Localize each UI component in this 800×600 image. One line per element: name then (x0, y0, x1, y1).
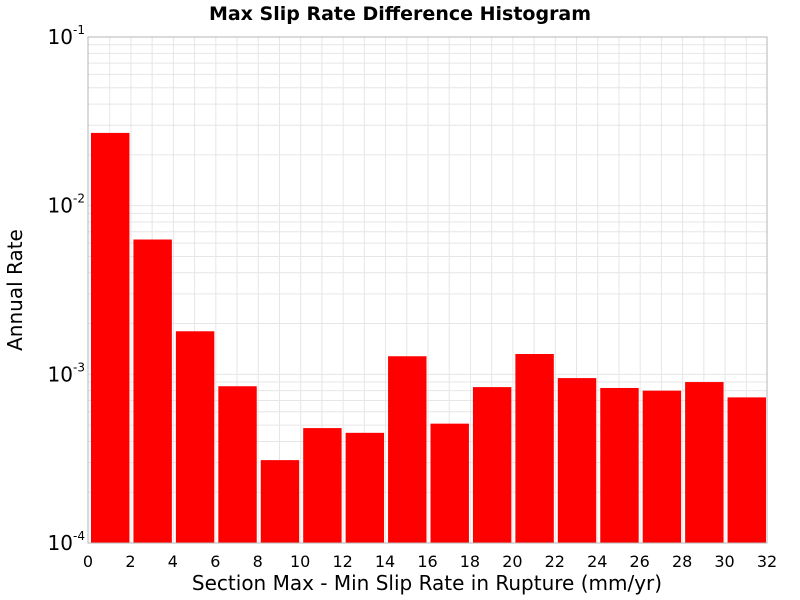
x-tick-label: 4 (168, 552, 178, 571)
histogram-bar (642, 390, 682, 543)
histogram-bar (260, 460, 300, 543)
histogram-bar (303, 428, 342, 543)
histogram-bar (600, 387, 639, 543)
histogram-bar (515, 353, 554, 543)
x-tick-label: 6 (210, 552, 220, 571)
y-axis-ticks: 10-110-210-310-4 (48, 23, 85, 555)
x-tick-label: 32 (757, 552, 777, 571)
x-tick-label: 20 (502, 552, 522, 571)
x-tick-label: 0 (83, 552, 93, 571)
x-tick-label: 22 (545, 552, 565, 571)
chart-title: Max Slip Rate Difference Histogram (209, 3, 591, 25)
histogram-bar (430, 423, 469, 543)
plot-frame (87, 36, 768, 544)
x-tick-label: 12 (332, 552, 352, 571)
x-axis-label: Section Max - Min Slip Rate in Rupture (… (192, 571, 662, 595)
x-tick-label: 18 (460, 552, 480, 571)
y-tick-exponent: -2 (73, 192, 85, 206)
y-axis-label: Annual Rate (3, 229, 27, 351)
x-tick-label: 24 (587, 552, 607, 571)
histogram-bar (388, 356, 427, 543)
y-tick-label: 10 (48, 194, 73, 218)
histogram-bar (345, 432, 385, 543)
y-tick-exponent: -4 (73, 529, 85, 543)
bars (91, 132, 766, 543)
x-tick-label: 14 (375, 552, 395, 571)
histogram-bar (218, 386, 257, 543)
y-tick-label: 10 (48, 25, 73, 49)
histogram-bar (727, 397, 766, 543)
histogram-bar (175, 331, 215, 543)
y-tick-exponent: -3 (73, 360, 85, 374)
y-tick-label: 10 (48, 362, 73, 386)
histogram-bar (557, 378, 597, 543)
y-tick-label: 10 (48, 531, 73, 555)
x-tick-label: 16 (417, 552, 437, 571)
x-tick-label: 8 (253, 552, 263, 571)
histogram-bar (91, 132, 130, 543)
y-tick-exponent: -1 (73, 23, 85, 37)
x-tick-label: 26 (630, 552, 650, 571)
histogram-bar (133, 239, 172, 543)
x-axis-ticks: 0 2 4 6 8 10 12 14 16 18 20 22 24 26 28 30 32 (83, 552, 777, 571)
x-tick-label: 10 (290, 552, 310, 571)
x-tick-label: 28 (672, 552, 692, 571)
x-tick-label: 2 (125, 552, 135, 571)
histogram-bar (685, 382, 724, 543)
x-tick-label: 30 (714, 552, 734, 571)
histogram-bar (472, 387, 512, 543)
